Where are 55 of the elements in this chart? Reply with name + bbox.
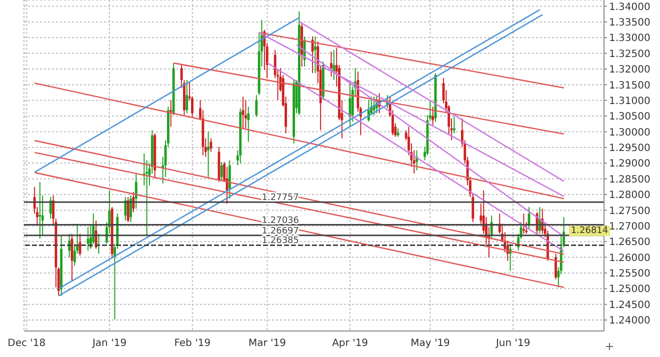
- y-tick-label: 1.32500: [609, 48, 650, 60]
- ref-line-label: 1.27036: [262, 216, 300, 226]
- candlestick: [522, 213, 525, 234]
- x-tick-label: May '19: [410, 338, 450, 350]
- y-tick-label: 1.27000: [609, 221, 650, 232]
- candlestick: [170, 100, 172, 128]
- candlestick: [255, 94, 258, 118]
- y-tick-label: 1.31000: [609, 96, 650, 107]
- y-tick-label: 1.30000: [609, 127, 650, 138]
- y-tick-label: 1.26500: [609, 237, 650, 248]
- annotation: 1.26814: [568, 226, 610, 236]
- ref-line-label: 1.26697: [262, 226, 300, 236]
- ref-line-label: 1.26385: [262, 236, 300, 246]
- y-tick-label: 1.26000: [609, 252, 650, 264]
- x-tick-label: Dec '18: [8, 338, 46, 350]
- y-tick-label: 1.28000: [609, 190, 650, 202]
- y-tick-label: 1.24000: [609, 316, 650, 327]
- x-tick-label: Mar '19: [248, 338, 286, 350]
- candlestick: [472, 193, 474, 223]
- y-tick-label: 1.24500: [609, 300, 650, 311]
- y-tick-label: 1.28500: [609, 174, 650, 186]
- candlestick: [332, 49, 336, 81]
- candlestick: [186, 80, 188, 114]
- ref-line-label: 1.27757: [262, 193, 300, 204]
- candlestick: [554, 253, 557, 280]
- y-tick-label: 1.30500: [609, 112, 650, 123]
- candlestick: [130, 194, 132, 223]
- x-tick-label: Feb '19: [174, 338, 211, 350]
- candlestick: [244, 100, 247, 129]
- y-tick-label: 1.31500: [609, 80, 650, 92]
- candlestick: [126, 196, 130, 223]
- candlestick: [38, 181, 42, 240]
- candlestick: [124, 196, 127, 222]
- candlestick: [348, 82, 352, 128]
- y-tick-label: 1.34000: [609, 2, 650, 13]
- y-tick-label: 1.33500: [609, 18, 650, 29]
- y-tick-label: 1.33000: [609, 33, 650, 44]
- y-tick-label: 1.25500: [609, 268, 650, 280]
- candlestick: [207, 131, 210, 178]
- y-tick-label: 1.27500: [609, 206, 650, 217]
- x-tick-label: Apr '19: [332, 338, 368, 350]
- candlestick: [220, 161, 223, 181]
- candlestick: [247, 106, 250, 142]
- candlestick: [330, 50, 332, 78]
- candlestick: [49, 196, 52, 220]
- y-tick-label: 1.29000: [609, 158, 650, 170]
- x-tick-label: Jan '19: [91, 338, 127, 350]
- candlestick: [134, 173, 138, 210]
- candlestick: [432, 106, 434, 126]
- y-tick-label: 1.29500: [609, 143, 650, 154]
- x-tick-label: Jun '19: [494, 338, 530, 350]
- candlestick: [228, 160, 231, 200]
- candlestick: [314, 36, 316, 74]
- y-tick-label: 1.25000: [609, 284, 650, 296]
- y-tick-label: 1.32000: [609, 64, 650, 76]
